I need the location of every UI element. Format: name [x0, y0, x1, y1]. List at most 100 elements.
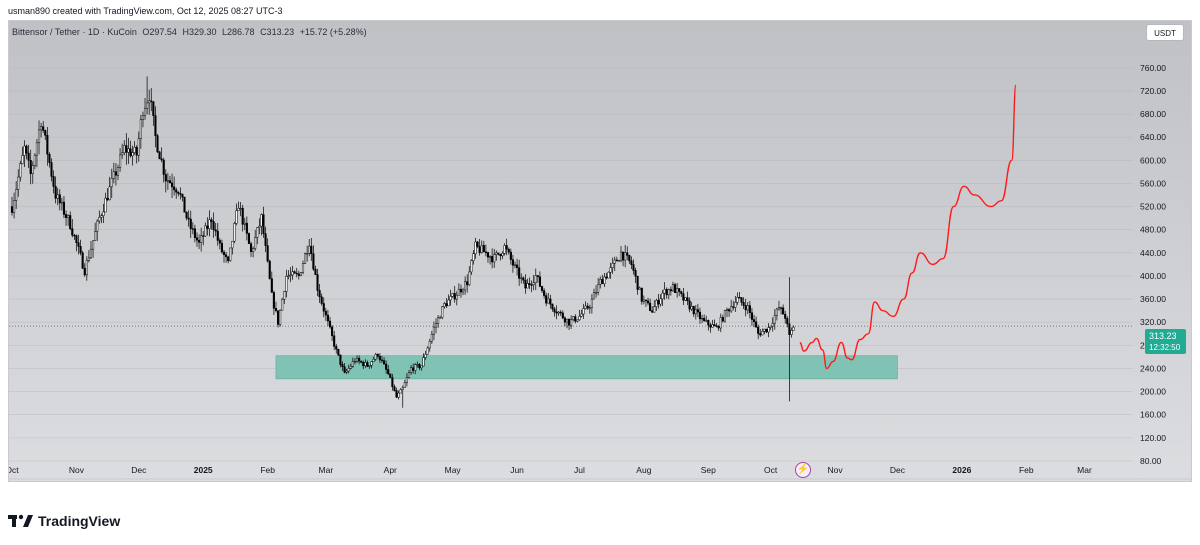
candle-body	[782, 307, 785, 315]
candle-body	[339, 354, 342, 365]
candle-body	[765, 328, 768, 333]
y-tick-label: 520.00	[1140, 202, 1166, 212]
candle-body	[611, 263, 614, 268]
x-tick-label: Dec	[890, 465, 906, 475]
candle-body	[644, 299, 647, 302]
candle-body	[497, 252, 500, 255]
candle-body	[42, 126, 45, 131]
candle-body	[258, 225, 261, 228]
currency-button[interactable]: USDT	[1146, 24, 1184, 41]
candle-body	[237, 208, 240, 211]
candle-body	[619, 251, 623, 261]
y-tick-label: 400.00	[1140, 271, 1166, 281]
candle-body	[590, 298, 593, 308]
candle-body	[67, 215, 70, 218]
price-change: +15.72 (+5.28%)	[299, 27, 367, 37]
candle-body	[434, 323, 438, 328]
candle-body	[711, 324, 714, 328]
lightning-event-icon[interactable]: ⚡	[795, 462, 811, 478]
candle-body	[135, 146, 138, 156]
candle-body	[385, 363, 388, 370]
candle-body	[698, 311, 702, 320]
candle-body	[728, 309, 731, 312]
x-tick-label: Oct	[9, 465, 19, 475]
candle-body	[29, 160, 32, 174]
candle-body	[563, 317, 566, 323]
candle-body	[671, 284, 675, 292]
candle-body	[85, 260, 88, 276]
candle-body	[376, 354, 379, 357]
candle-body	[239, 207, 242, 210]
y-tick-label: 160.00	[1140, 410, 1166, 420]
candle-body	[632, 264, 635, 271]
candle-body	[688, 300, 691, 310]
price-chart[interactable]: 760.00 720.00 680.00 640.00 600.00 560.00 520.…	[9, 21, 1192, 482]
candle-body	[125, 145, 128, 153]
candle-body	[173, 186, 176, 191]
candle-body	[108, 186, 111, 201]
x-tick-label: Oct	[764, 465, 778, 475]
candle-body	[148, 100, 151, 104]
y-tick-label: 240.00	[1140, 363, 1166, 373]
candle-body	[96, 220, 99, 232]
candle-body	[304, 253, 307, 264]
candle-body	[69, 215, 72, 229]
candle-body	[709, 324, 712, 328]
candle-body	[299, 272, 302, 276]
candle-body	[345, 370, 348, 373]
candle-body	[262, 214, 265, 234]
candle-body	[613, 259, 616, 264]
candle-body	[243, 222, 246, 225]
candle-body	[410, 367, 413, 373]
candle-body	[98, 217, 101, 222]
candle-body	[788, 323, 791, 335]
candle-body	[360, 360, 363, 363]
candle-body	[580, 313, 583, 317]
candle-body	[405, 377, 408, 383]
candle-body	[437, 317, 440, 324]
y-tick-label: 720.00	[1140, 86, 1166, 96]
candle-body	[362, 362, 365, 367]
candle-body	[779, 307, 783, 309]
candle-body	[586, 305, 589, 309]
candle-body	[634, 270, 637, 277]
candle-body	[694, 309, 697, 315]
candle-body	[295, 272, 298, 275]
candle-body	[372, 358, 375, 362]
candle-body	[56, 194, 59, 199]
candle-body	[501, 253, 504, 257]
chart-frame[interactable]: 760.00 720.00 680.00 640.00 600.00 560.00 520.…	[8, 20, 1192, 482]
candle-body	[393, 386, 396, 391]
tradingview-mark-icon	[8, 514, 33, 527]
candle-body	[638, 287, 641, 290]
candle-body	[584, 305, 587, 309]
candle-body	[547, 298, 550, 304]
candle-body	[730, 306, 733, 312]
candle-body	[143, 107, 147, 117]
candle-body	[291, 271, 294, 276]
candle-body	[355, 357, 359, 362]
candle-body	[667, 289, 670, 296]
candle-body	[54, 186, 57, 199]
candle-body	[476, 241, 479, 247]
candle-body	[60, 201, 63, 204]
candle-body	[150, 100, 153, 102]
candle-body	[62, 201, 66, 215]
axes: 760.00 720.00 680.00 640.00 600.00 560.00 520.…	[9, 63, 1191, 480]
candle-body	[617, 260, 620, 262]
candle-body	[335, 346, 338, 350]
candle-body	[659, 298, 662, 305]
candle-body	[314, 268, 317, 275]
candle-body	[775, 308, 778, 316]
candle-body	[21, 155, 24, 164]
candle-body	[486, 252, 490, 258]
x-tick-label: 2026	[952, 465, 971, 475]
candle-body	[83, 268, 86, 276]
candle-body	[231, 240, 234, 249]
y-tick-label: 480.00	[1140, 225, 1166, 235]
candle-body	[195, 237, 199, 241]
candle-body	[493, 254, 496, 263]
candle-body	[513, 264, 517, 266]
candle-body	[626, 252, 629, 256]
candle-body	[540, 286, 544, 291]
